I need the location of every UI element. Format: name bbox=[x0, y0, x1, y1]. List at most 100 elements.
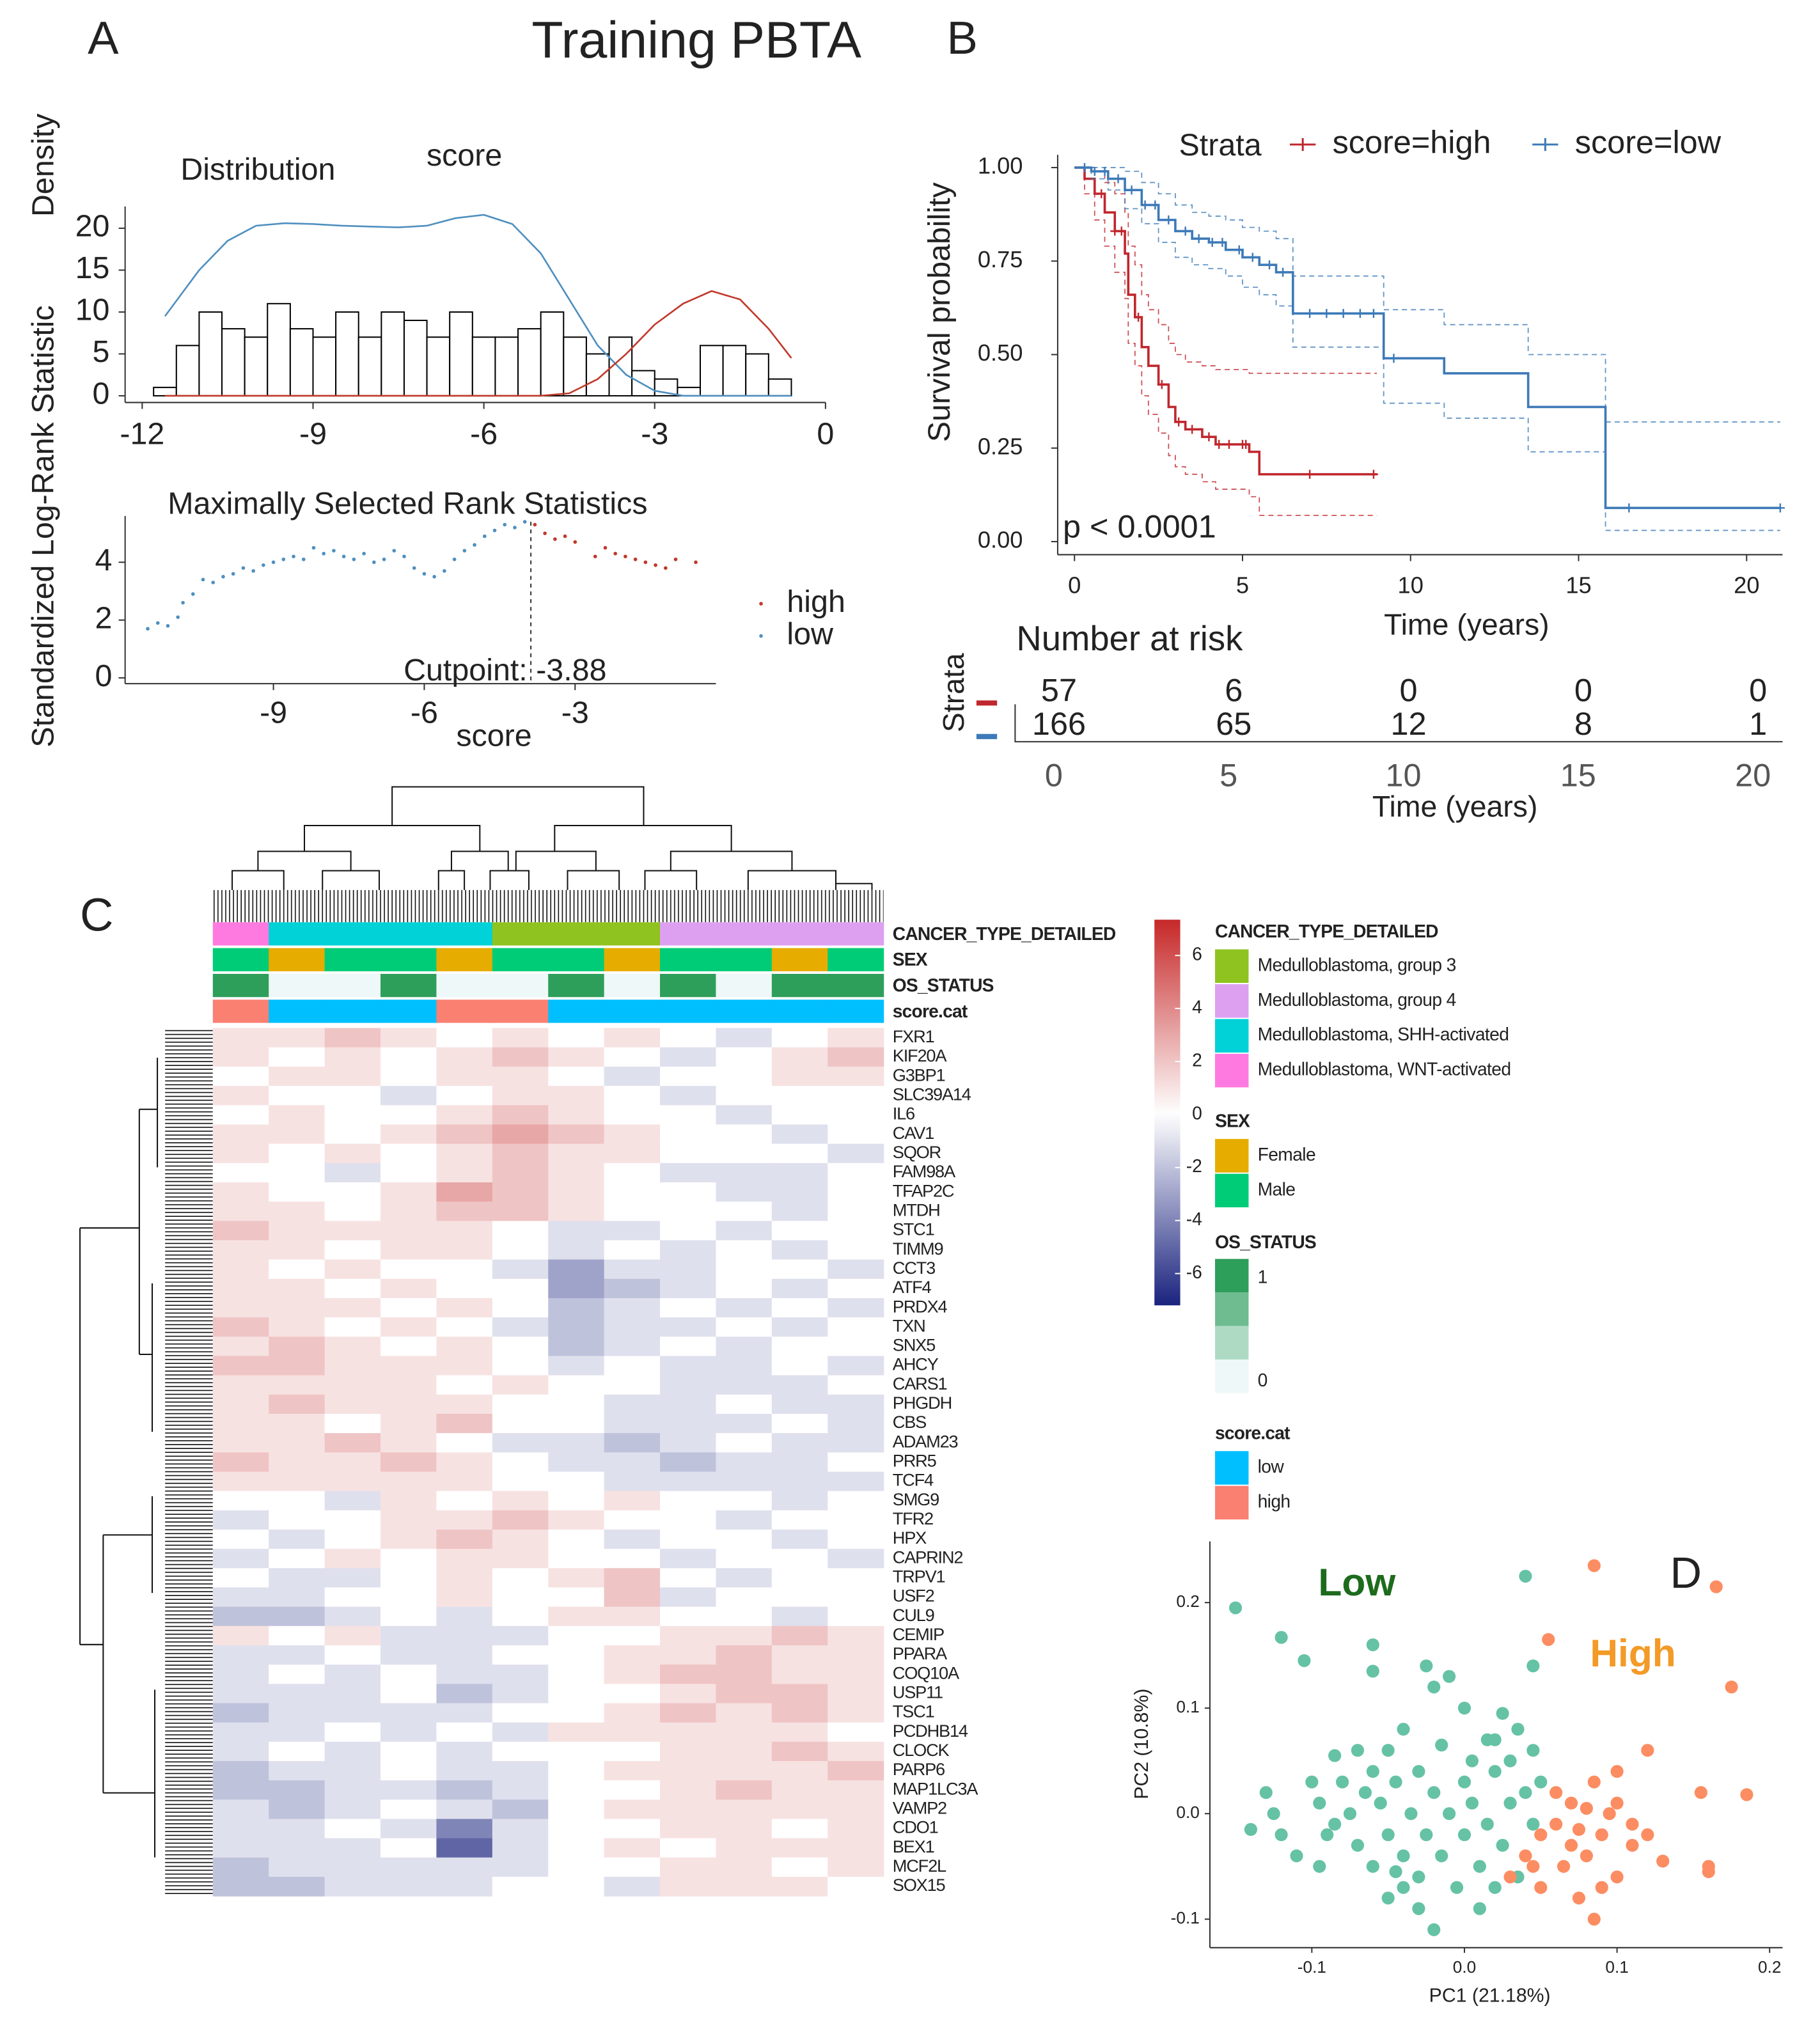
point bbox=[1412, 1902, 1425, 1915]
heatmap-cell bbox=[604, 1645, 661, 1665]
heatmap-cell bbox=[436, 1606, 493, 1627]
gene-label: AHCY bbox=[893, 1354, 939, 1374]
x-tick-label: 10 bbox=[1398, 572, 1424, 598]
point bbox=[1564, 1838, 1578, 1852]
point bbox=[1343, 1807, 1357, 1821]
heatmap-cell bbox=[771, 1491, 828, 1511]
heatmap-cell bbox=[604, 1317, 661, 1337]
heatmap-cell bbox=[660, 1143, 717, 1164]
gene-label: PRDX4 bbox=[893, 1296, 948, 1316]
heatmap-cell bbox=[716, 1047, 773, 1067]
heatmap-cell bbox=[660, 1722, 717, 1743]
heatmap-cell bbox=[548, 1529, 605, 1549]
heatmap-cell bbox=[212, 1857, 269, 1877]
heatmap-cell bbox=[324, 1067, 381, 1086]
gene-label: HPX bbox=[893, 1528, 927, 1547]
heatmap-cell bbox=[828, 1780, 884, 1800]
heatmap-cell bbox=[716, 1838, 773, 1858]
heatmap-cell bbox=[212, 1722, 269, 1743]
censor-mark bbox=[1188, 425, 1197, 434]
panel-letter: A bbox=[88, 12, 119, 64]
heatmap-cell bbox=[492, 1780, 549, 1800]
point bbox=[1374, 1796, 1387, 1810]
heatmap-cell bbox=[269, 1221, 326, 1241]
point bbox=[643, 560, 648, 565]
heatmap-cell bbox=[492, 1799, 549, 1820]
heatmap-cell bbox=[436, 1549, 493, 1569]
censor-mark bbox=[1241, 439, 1251, 449]
x-axis-label: Time (years) bbox=[1384, 608, 1549, 641]
colorbar-tick-label: 0 bbox=[1192, 1102, 1202, 1123]
heatmap-cell bbox=[828, 1240, 884, 1260]
heatmap-cell bbox=[828, 1221, 884, 1241]
annotation-cell bbox=[771, 973, 828, 998]
heatmap-cell bbox=[324, 1452, 381, 1473]
point bbox=[1572, 1822, 1586, 1837]
x-tick-label: 20 bbox=[1734, 572, 1759, 598]
heatmap-cell bbox=[771, 1760, 828, 1781]
heatmap-cell bbox=[660, 1549, 717, 1569]
heatmap-cell bbox=[380, 1143, 437, 1164]
track-label: CANCER_TYPE_DETAILED bbox=[893, 923, 1116, 944]
confidence-band bbox=[1074, 167, 1780, 423]
heatmap-cell bbox=[660, 1741, 717, 1762]
heatmap-cell bbox=[212, 1876, 269, 1897]
heatmap-cell bbox=[548, 1665, 605, 1684]
heatmap-cell bbox=[436, 1375, 493, 1395]
bar bbox=[175, 345, 200, 396]
annotation-cell bbox=[436, 948, 493, 971]
point bbox=[241, 566, 246, 570]
heatmap-cell bbox=[492, 1529, 549, 1549]
heatmap-cell bbox=[212, 1047, 269, 1067]
heatmap-cell bbox=[324, 1375, 381, 1395]
point bbox=[432, 575, 436, 579]
annotation-cell bbox=[548, 922, 605, 946]
heatmap-cell bbox=[716, 1722, 773, 1743]
y-tick-label: 0.2 bbox=[1176, 1592, 1199, 1611]
colorbar-tick-label: -2 bbox=[1186, 1156, 1202, 1176]
heatmap-cell bbox=[212, 1356, 269, 1376]
heatmap-cell bbox=[269, 1549, 326, 1569]
bar bbox=[449, 311, 473, 396]
annotation-cell bbox=[212, 999, 269, 1023]
annotation-cell bbox=[380, 948, 437, 971]
heatmap-cell bbox=[436, 1703, 493, 1723]
legend-gradient bbox=[1215, 1359, 1249, 1393]
heatmap-cell bbox=[604, 1857, 661, 1877]
heatmap-cell bbox=[771, 1086, 828, 1106]
heatmap-cell bbox=[548, 1375, 605, 1395]
heatmap-cell bbox=[660, 1297, 717, 1318]
heatmap-cell bbox=[492, 1278, 549, 1299]
heatmap-cell bbox=[771, 1741, 828, 1762]
annotation-cell bbox=[269, 999, 326, 1023]
point bbox=[332, 549, 336, 553]
heatmap-cell bbox=[548, 1278, 605, 1299]
heatmap-cell bbox=[269, 1645, 326, 1665]
heatmap-cell bbox=[492, 1067, 549, 1086]
heatmap-cell bbox=[492, 1857, 549, 1877]
heatmap-cell bbox=[269, 1297, 326, 1318]
heatmap-cell bbox=[212, 1799, 269, 1820]
heatmap-cell bbox=[324, 1741, 381, 1762]
heatmap-cell bbox=[548, 1491, 605, 1511]
censor-mark bbox=[1322, 309, 1331, 318]
point bbox=[1443, 1670, 1456, 1683]
legend-title: Strata bbox=[1179, 128, 1262, 162]
point bbox=[462, 549, 467, 553]
bar bbox=[221, 328, 246, 396]
heatmap-cell bbox=[324, 1394, 381, 1414]
heatmap-cell bbox=[492, 1491, 549, 1511]
heatmap-cell bbox=[660, 1182, 717, 1202]
heatmap-cell bbox=[492, 1124, 549, 1145]
column-dendrogram bbox=[212, 786, 884, 923]
heatmap-cell bbox=[548, 1760, 605, 1781]
heatmap-cell bbox=[771, 1259, 828, 1280]
heatmap-cell bbox=[436, 1394, 493, 1414]
legend-title: CANCER_TYPE_DETAILED bbox=[1215, 921, 1438, 941]
heatmap-cell bbox=[716, 1587, 773, 1608]
heatmap-cell bbox=[548, 1780, 605, 1800]
heatmap-cell bbox=[771, 1665, 828, 1684]
point bbox=[473, 543, 476, 547]
heatmap-cell bbox=[604, 1028, 661, 1048]
